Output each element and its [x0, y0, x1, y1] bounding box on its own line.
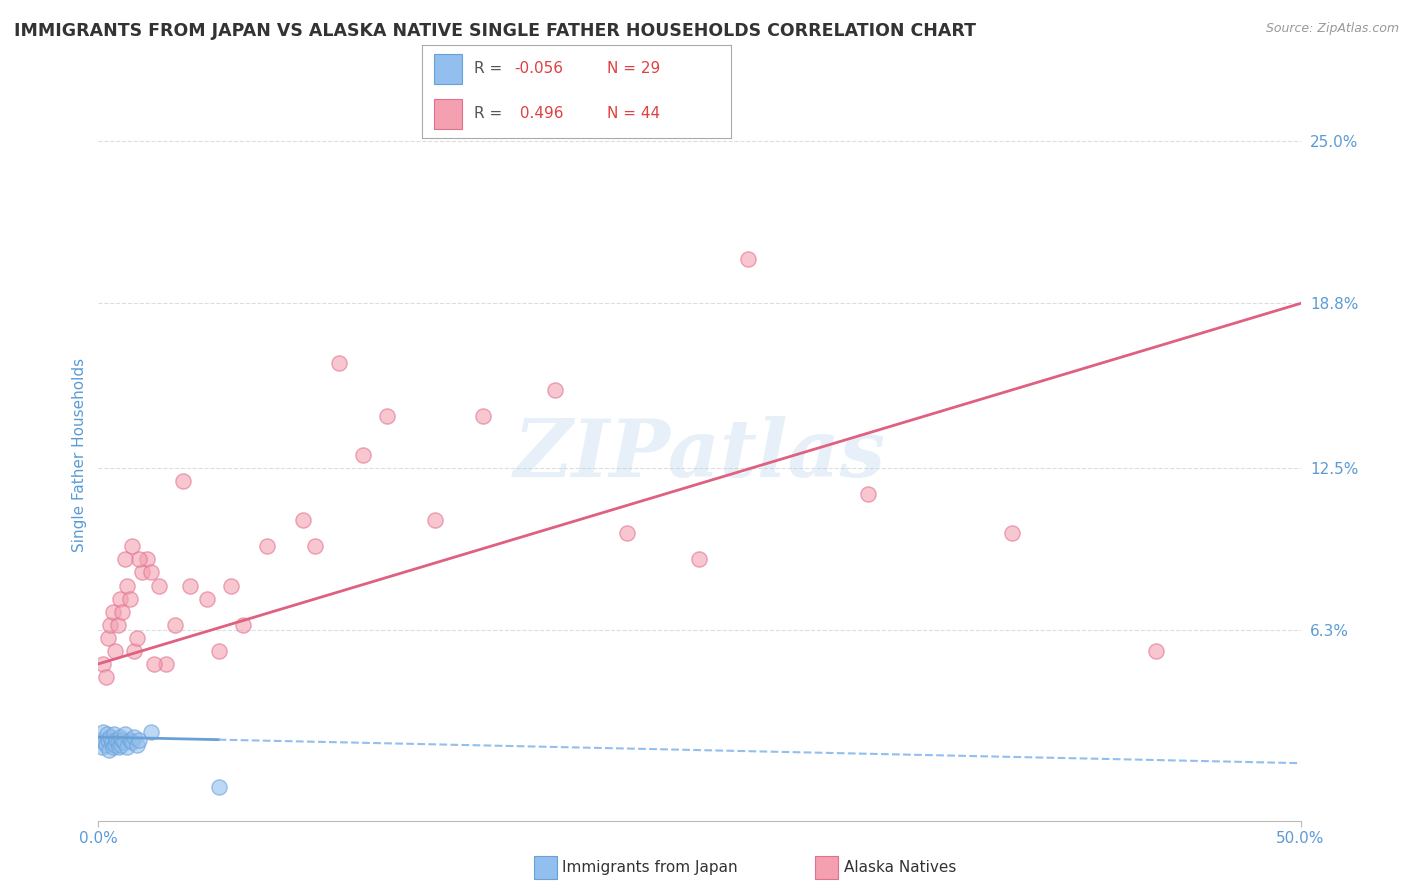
Point	[110, 738, 132, 752]
Point	[131, 566, 153, 580]
Point	[121, 539, 143, 553]
Point	[125, 738, 148, 752]
Point	[90, 732, 112, 747]
Point	[105, 732, 128, 747]
Text: R =: R =	[474, 106, 508, 121]
Point	[121, 735, 143, 749]
Text: ZIPatlas: ZIPatlas	[513, 417, 886, 493]
Text: R =: R =	[474, 62, 508, 77]
Point	[118, 591, 141, 606]
Point	[101, 605, 124, 619]
Point	[124, 730, 146, 744]
Point	[148, 578, 170, 592]
Point	[111, 605, 134, 619]
Text: IMMIGRANTS FROM JAPAN VS ALASKA NATIVE SINGLE FATHER HOUSEHOLDS CORRELATION CHAR: IMMIGRANTS FROM JAPAN VS ALASKA NATIVE S…	[14, 22, 976, 40]
Text: -0.056: -0.056	[515, 62, 564, 77]
Point	[112, 735, 135, 749]
Point	[94, 670, 117, 684]
Point	[91, 724, 114, 739]
Point	[135, 552, 157, 566]
Point	[104, 644, 127, 658]
Point	[142, 657, 165, 671]
Text: Source: ZipAtlas.com: Source: ZipAtlas.com	[1265, 22, 1399, 36]
Point	[616, 526, 638, 541]
Point	[128, 732, 150, 747]
Point	[423, 513, 446, 527]
Point	[856, 487, 879, 501]
Text: Immigrants from Japan: Immigrants from Japan	[562, 861, 738, 875]
Point	[375, 409, 398, 423]
Point	[544, 383, 567, 397]
Point	[141, 566, 163, 580]
Point	[352, 448, 374, 462]
Point	[208, 644, 231, 658]
Point	[118, 732, 141, 747]
Point	[689, 552, 711, 566]
Point	[108, 730, 131, 744]
Y-axis label: Single Father Households: Single Father Households	[72, 358, 87, 552]
Point	[165, 617, 187, 632]
Point	[108, 740, 131, 755]
Point	[104, 738, 127, 752]
Bar	[434, 99, 463, 129]
Point	[111, 732, 134, 747]
Point	[101, 740, 124, 755]
Point	[472, 409, 495, 423]
Point	[1001, 526, 1024, 541]
Point	[91, 657, 114, 671]
Point	[117, 578, 139, 592]
Point	[107, 617, 129, 632]
Point	[256, 539, 278, 553]
Point	[1144, 644, 1167, 658]
Text: 0.496: 0.496	[515, 106, 562, 121]
Point	[100, 735, 122, 749]
Point	[97, 631, 120, 645]
Bar	[434, 54, 463, 84]
Point	[195, 591, 218, 606]
Point	[94, 738, 117, 752]
Text: N = 44: N = 44	[607, 106, 661, 121]
Point	[124, 644, 146, 658]
Point	[179, 578, 201, 592]
Point	[103, 727, 125, 741]
Point	[96, 727, 118, 741]
Point	[155, 657, 177, 671]
Point	[100, 617, 122, 632]
Point	[91, 740, 114, 755]
Point	[97, 732, 120, 747]
Point	[304, 539, 326, 553]
Point	[93, 735, 115, 749]
Point	[219, 578, 242, 592]
Point	[98, 743, 121, 757]
Point	[108, 591, 131, 606]
Point	[114, 727, 136, 741]
Text: N = 29: N = 29	[607, 62, 661, 77]
Point	[232, 617, 254, 632]
Point	[291, 513, 314, 527]
Point	[117, 740, 139, 755]
Point	[114, 552, 136, 566]
Point	[125, 631, 148, 645]
Text: Alaska Natives: Alaska Natives	[844, 861, 956, 875]
Point	[737, 252, 759, 266]
Point	[107, 735, 129, 749]
Point	[141, 724, 163, 739]
Point	[328, 356, 350, 371]
Point	[172, 474, 194, 488]
Point	[128, 552, 150, 566]
Point	[208, 780, 231, 794]
Point	[100, 730, 122, 744]
